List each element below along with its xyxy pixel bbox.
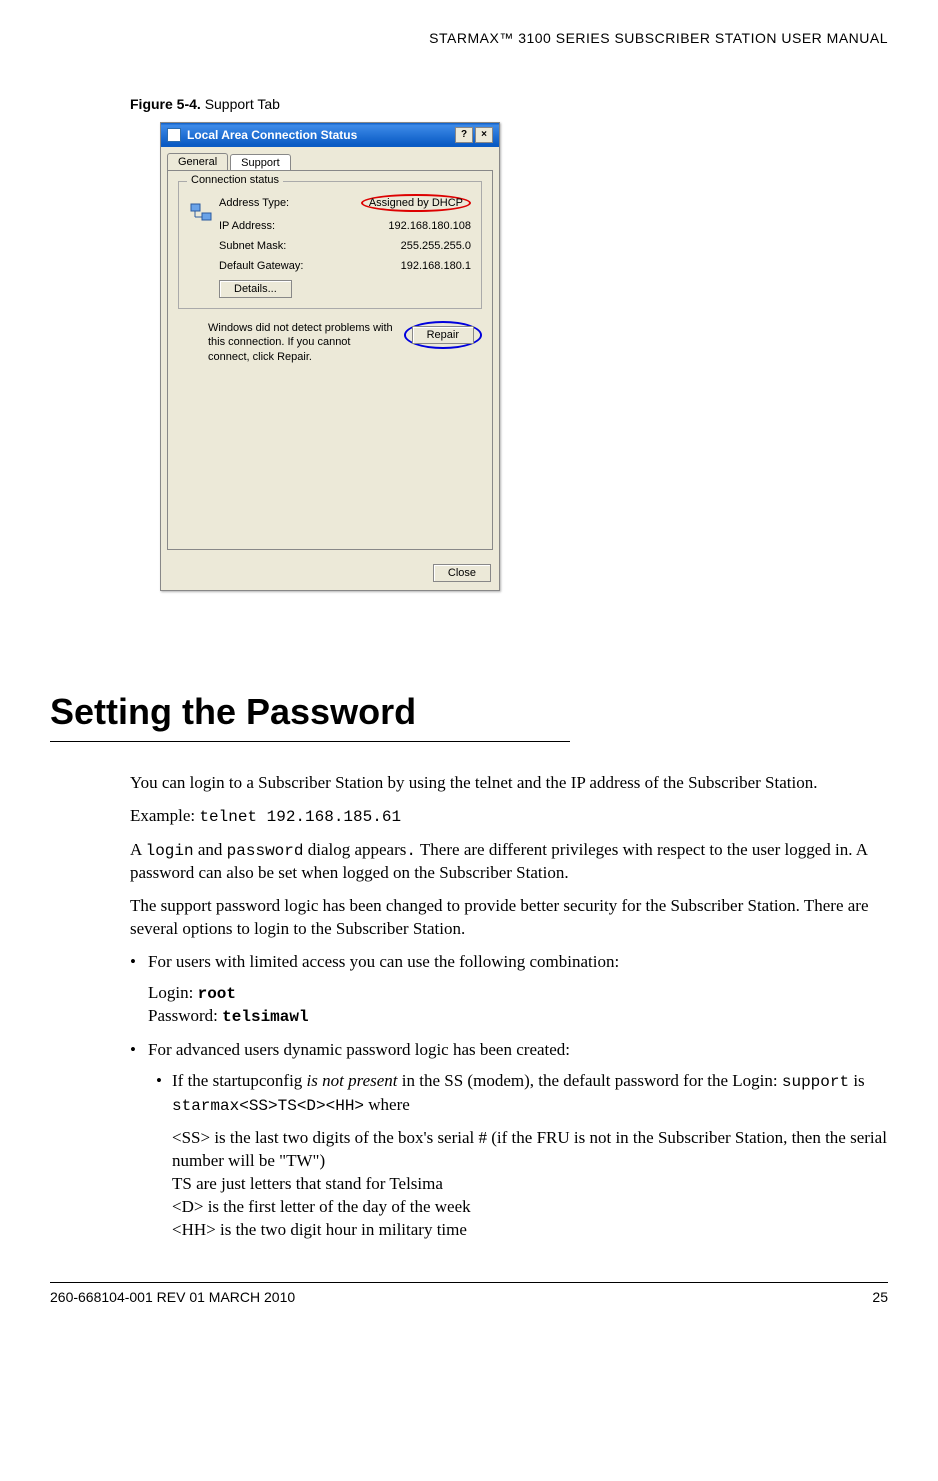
details-button[interactable]: Details... [219,280,292,298]
label-ip: IP Address: [219,220,388,232]
hh-description: <HH> is the two digit hour in military t… [172,1220,467,1239]
section-heading: Setting the Password [50,691,888,733]
label-gateway: Default Gateway: [219,260,401,272]
password-value: telsimawl [222,1008,308,1026]
body-content: You can login to a Subscriber Station by… [130,772,888,1242]
connection-status-group: Connection status Address Type: Assigned… [178,181,482,309]
paragraph-intro: You can login to a Subscriber Station by… [130,772,888,795]
support-tab-panel: Connection status Address Type: Assigned… [167,170,493,550]
label-subnet: Subnet Mask: [219,240,401,252]
paragraph-example: Example: telnet 192.168.185.61 [130,805,888,829]
d-description: <D> is the first letter of the day of th… [172,1197,471,1216]
figure-label: Figure 5-4. [130,96,201,112]
ts-description: TS are just letters that stand for Telsi… [172,1174,443,1193]
bullet-startupconfig: If the startupconfig is not present in t… [156,1070,888,1242]
groupbox-title: Connection status [187,174,283,186]
row-ip: IP Address: 192.168.180.108 [189,220,471,232]
dialog-title: Local Area Connection Status [187,128,357,142]
value-subnet: 255.255.255.0 [401,240,471,252]
paragraph-support-logic: The support password logic has been chan… [130,895,888,941]
page-footer: 260-668104-001 REV 01 MARCH 2010 25 [50,1282,888,1305]
connection-status-dialog: Local Area Connection Status ? × General… [160,122,500,591]
connection-icon [189,200,213,224]
bullet-limited-access: For users with limited access you can us… [130,951,888,1029]
bullet-advanced-users: For advanced users dynamic password logi… [130,1039,888,1242]
value-address-type: Assigned by DHCP [361,194,471,212]
repair-button[interactable]: Repair [412,326,474,344]
row-gateway: Default Gateway: 192.168.180.1 [189,260,471,272]
help-button[interactable]: ? [455,127,473,143]
row-subnet: Subnet Mask: 255.255.255.0 [189,240,471,252]
tab-support[interactable]: Support [230,154,291,171]
label-address-type: Address Type: [219,197,361,209]
login-value: root [198,985,236,1003]
close-button[interactable]: × [475,127,493,143]
example-command: telnet 192.168.185.61 [199,808,401,826]
figure-caption: Figure 5-4. Support Tab [130,96,888,112]
password-format: starmax<SS>TS<D><HH> [172,1097,364,1115]
close-dialog-button[interactable]: Close [433,564,491,582]
ss-description: <SS> is the last two digits of the box's… [172,1128,887,1170]
footer-pagenum: 25 [872,1289,888,1305]
page-header: STARMAX™ 3100 SERIES SUBSCRIBER STATION … [50,30,888,46]
value-gateway: 192.168.180.1 [401,260,471,272]
footer-docid: 260-668104-001 REV 01 MARCH 2010 [50,1289,295,1305]
repair-message: Windows did not detect problems with thi… [208,321,404,364]
dialog-titlebar: Local Area Connection Status ? × [161,123,499,147]
figure-title: Support Tab [205,96,280,112]
repair-area: Windows did not detect problems with thi… [178,321,482,364]
tab-general[interactable]: General [167,153,228,170]
network-icon [167,128,181,142]
value-ip: 192.168.180.108 [388,220,471,232]
row-address-type: Address Type: Assigned by DHCP [189,194,471,212]
section-rule [50,741,570,742]
tab-strip: General Support [161,147,499,170]
paragraph-login-dialog: A login and password dialog appears. The… [130,839,888,886]
repair-highlight: Repair [404,321,482,349]
